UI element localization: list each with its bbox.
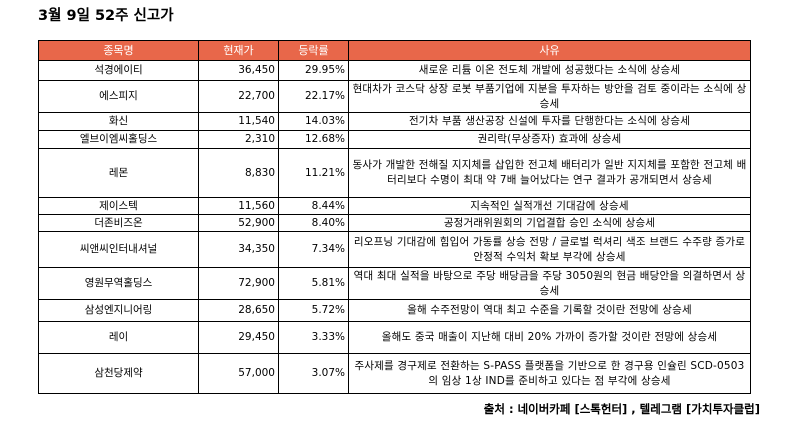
stock-price: 11,540 (198, 112, 279, 131)
stock-name: 화신 (38, 112, 199, 131)
stock-price: 52,900 (198, 214, 279, 232)
stock-name: 삼성엔지니어링 (38, 299, 199, 322)
table-header-row: 종목명 현재가 등락률 사유 (38, 40, 751, 61)
stock-reason: 동사가 개발한 전해질 지지체를 삽입한 전고체 배터리가 일반 지지체를 포함… (348, 148, 751, 198)
stock-change: 8.44% (278, 197, 349, 215)
stock-change: 3.07% (278, 353, 349, 394)
stock-price: 8,830 (198, 148, 279, 198)
stock-change: 5.72% (278, 299, 349, 322)
stock-price: 34,350 (198, 231, 279, 268)
stock-name: 레이 (38, 321, 199, 354)
stock-price: 29,450 (198, 321, 279, 354)
stock-name: 석경에이티 (38, 60, 199, 81)
stock-reason: 주사제를 경구제로 전환하는 S-PASS 플랫폼을 기반으로 한 경구용 인슐… (348, 353, 751, 394)
stock-name: 제이스텍 (38, 197, 199, 215)
header-change: 등락률 (278, 40, 349, 61)
stock-change: 22.17% (278, 80, 349, 113)
stock-price: 28,650 (198, 299, 279, 322)
table-row: 레몬 8,830 11.21% 동사가 개발한 전해질 지지체를 삽입한 전고체… (38, 148, 751, 198)
stock-price: 2,310 (198, 130, 279, 149)
stock-name: 삼천당제약 (38, 353, 199, 394)
stock-change: 5.81% (278, 267, 349, 300)
table-row: 삼천당제약 57,000 3.07% 주사제를 경구제로 전환하는 S-PASS… (38, 353, 751, 394)
stock-name: 씨앤씨인터내셔널 (38, 231, 199, 268)
stock-change: 29.95% (278, 60, 349, 81)
table-row: 석경에이티 36,450 29.95% 새로운 리튬 이온 전도체 개발에 성공… (38, 60, 751, 81)
stock-table: 종목명 현재가 등락률 사유 석경에이티 36,450 29.95% 새로운 리… (38, 40, 751, 394)
header-price: 현재가 (198, 40, 279, 61)
table-row: 더존비즈온 52,900 8.40% 공정거래위원회의 기업결합 승인 소식에 … (38, 214, 751, 232)
stock-reason: 역대 최대 실적을 바탕으로 주당 배당금을 주당 3050원의 현금 배당안을… (348, 267, 751, 300)
stock-change: 7.34% (278, 231, 349, 268)
stock-change: 12.68% (278, 130, 349, 149)
table-row: 화신 11,540 14.03% 전기차 부품 생산공장 신설에 투자를 단행한… (38, 112, 751, 131)
table-row: 에스피지 22,700 22.17% 현대차가 코스닥 상장 로봇 부품기업에 … (38, 80, 751, 113)
stock-reason: 전기차 부품 생산공장 신설에 투자를 단행한다는 소식에 상승세 (348, 112, 751, 131)
stock-name: 레몬 (38, 148, 199, 198)
stock-name: 영원무역홀딩스 (38, 267, 199, 300)
stock-reason: 공정거래위원회의 기업결합 승인 소식에 상승세 (348, 214, 751, 232)
stock-reason: 올해 수주전망이 역대 최고 수준을 기록할 것이란 전망에 상승세 (348, 299, 751, 322)
stock-reason: 권리락(무상증자) 효과에 상승세 (348, 130, 751, 149)
stock-reason: 올해도 중국 매출이 지난해 대비 20% 가까이 증가할 것이란 전망에 상승… (348, 321, 751, 354)
stock-reason: 리오프닝 기대감에 힘입어 가동률 상승 전망 / 글로벌 럭셔리 색조 브랜드… (348, 231, 751, 268)
stock-change: 8.40% (278, 214, 349, 232)
table-row: 씨앤씨인터내셔널 34,350 7.34% 리오프닝 기대감에 힘입어 가동률 … (38, 231, 751, 268)
stock-price: 57,000 (198, 353, 279, 394)
table-row: 삼성엔지니어링 28,650 5.72% 올해 수주전망이 역대 최고 수준을 … (38, 299, 751, 322)
stock-price: 72,900 (198, 267, 279, 300)
table-row: 제이스텍 11,560 8.44% 지속적인 실적개선 기대감에 상승세 (38, 197, 751, 215)
stock-reason: 지속적인 실적개선 기대감에 상승세 (348, 197, 751, 215)
stock-name: 에스피지 (38, 80, 199, 113)
header-reason: 사유 (348, 40, 751, 61)
table-row: 엘브이엠씨홀딩스 2,310 12.68% 권리락(무상증자) 효과에 상승세 (38, 130, 751, 149)
stock-change: 3.33% (278, 321, 349, 354)
table-row: 영원무역홀딩스 72,900 5.81% 역대 최대 실적을 바탕으로 주당 배… (38, 267, 751, 300)
stock-price: 11,560 (198, 197, 279, 215)
stock-price: 36,450 (198, 60, 279, 81)
stock-name: 엘브이엠씨홀딩스 (38, 130, 199, 149)
source-footer: 출처 : 네이버카페 [스톡헌터] , 텔레그램 [가치투자클럽] (483, 402, 760, 416)
stock-change: 14.03% (278, 112, 349, 131)
stock-reason: 현대차가 코스닥 상장 로봇 부품기업에 지분을 투자하는 방안을 검토 중이라… (348, 80, 751, 113)
page-title: 3월 9일 52주 신고가 (38, 8, 174, 24)
table-row: 레이 29,450 3.33% 올해도 중국 매출이 지난해 대비 20% 가까… (38, 321, 751, 354)
header-name: 종목명 (38, 40, 199, 61)
stock-name: 더존비즈온 (38, 214, 199, 232)
stock-change: 11.21% (278, 148, 349, 198)
stock-reason: 새로운 리튬 이온 전도체 개발에 성공했다는 소식에 상승세 (348, 60, 751, 81)
stock-price: 22,700 (198, 80, 279, 113)
